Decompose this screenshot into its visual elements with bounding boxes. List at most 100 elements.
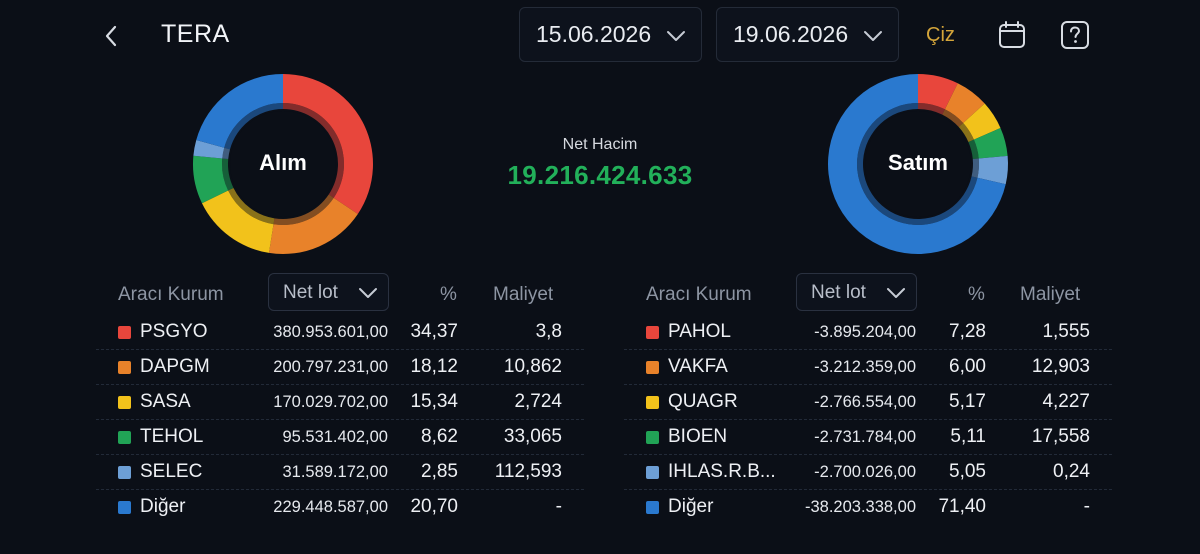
table-row[interactable]: SELEC 31.589.172,00 2,85 112,593: [96, 455, 584, 490]
donut-inner-ring: [273, 194, 334, 225]
broker-name: Diğer: [668, 496, 714, 517]
chevron-down-icon: [887, 288, 905, 298]
pct-value: 20,70: [410, 496, 458, 517]
help-button[interactable]: [1060, 20, 1090, 50]
legend-swatch: [646, 361, 659, 374]
page-title: TERA: [161, 20, 230, 48]
net-lot-value: -38.203.338,00: [804, 498, 916, 516]
legend-swatch: [118, 431, 131, 444]
donut-slice-pahol: [918, 74, 958, 110]
chevron-down-icon: [359, 288, 377, 298]
cost-value: 10,862: [503, 356, 562, 377]
donut-slice-bioen: [973, 127, 1008, 159]
pct-value: 7,28: [949, 321, 986, 342]
calendar-icon: [999, 21, 1025, 48]
end-date-picker[interactable]: 19.06.2026: [716, 7, 899, 62]
draw-button[interactable]: Çiz: [926, 24, 955, 46]
net-lot-value: -3.895.204,00: [814, 323, 916, 341]
legend-swatch: [646, 501, 659, 514]
legend-swatch: [118, 466, 131, 479]
donut-inner-ring: [971, 158, 979, 178]
broker-name: PSGYO: [140, 321, 208, 342]
donut-inner-ring: [222, 158, 234, 191]
pct-value: 15,34: [410, 391, 458, 412]
broker-name: BIOEN: [668, 426, 728, 447]
buy-col-cost: Maliyet: [493, 284, 554, 305]
donut-hole: [865, 111, 971, 217]
sell-col-cost: Maliyet: [1020, 284, 1081, 305]
net-lot-value: 95.531.402,00: [282, 428, 388, 446]
help-icon: [1061, 21, 1089, 49]
pct-value: 5,11: [950, 426, 986, 447]
table-row[interactable]: BIOEN -2.731.784,00 5,11 17,558: [624, 420, 1112, 455]
donut-slice-selec: [193, 139, 225, 159]
buy-col-pct: %: [440, 284, 457, 305]
broker-name: SASA: [140, 391, 191, 412]
broker-name: SELEC: [140, 461, 203, 482]
net-volume-value: 19.216.424.633: [507, 160, 693, 190]
broker-name: IHLAS.R.B...: [668, 461, 776, 482]
cost-value: 1,555: [1042, 321, 1090, 342]
net-lot-value: 31.589.172,00: [282, 463, 388, 481]
table-row[interactable]: Diğer -38.203.338,00 71,40 -: [624, 490, 1112, 525]
pct-value: 8,62: [421, 426, 458, 447]
table-row[interactable]: DAPGM 200.797.231,00 18,12 10,862: [96, 350, 584, 385]
broker-name: Diğer: [140, 496, 186, 517]
cost-value: -: [1083, 496, 1090, 517]
donut-slice-dapgm: [268, 197, 358, 254]
net-lot-value: -2.731.784,00: [814, 428, 916, 446]
net-lot-value: 380.953.601,00: [273, 323, 388, 341]
sell-col-broker: Aracı Kurum: [646, 284, 752, 305]
table-row[interactable]: Diğer 229.448.587,00 20,70 -: [96, 490, 584, 525]
broker-name: TEHOL: [140, 426, 204, 447]
cost-value: 2,724: [514, 391, 562, 412]
buy-donut-label: Alım: [259, 150, 307, 175]
donut-inner-ring: [968, 139, 979, 160]
donut-slice-ihlas-r-b-: [977, 155, 1008, 185]
buy-metric-select-value: Net lot: [283, 282, 338, 303]
table-row[interactable]: VAKFA -3.212.359,00 6,00 12,903: [624, 350, 1112, 385]
table-row[interactable]: IHLAS.R.B... -2.700.026,00 5,05 0,24: [624, 455, 1112, 490]
net-lot-value: 229.448.587,00: [273, 498, 388, 516]
donut-inner-ring: [222, 147, 230, 159]
calendar-button[interactable]: [997, 20, 1027, 50]
start-date-picker[interactable]: 15.06.2026: [519, 7, 702, 62]
buy-donut-chart: [193, 74, 373, 254]
legend-swatch: [646, 396, 659, 409]
broker-name: DAPGM: [140, 356, 210, 377]
donut-slice-vakfa: [944, 83, 985, 124]
sell-metric-select[interactable]: Net lot: [796, 273, 917, 311]
cost-value: 12,903: [1031, 356, 1090, 377]
donut-inner-ring: [283, 103, 344, 198]
back-button[interactable]: [98, 22, 126, 50]
pct-value: 6,00: [949, 356, 986, 377]
sell-metric-select-value: Net lot: [811, 282, 866, 303]
legend-swatch: [118, 361, 131, 374]
broker-name: VAKFA: [668, 356, 728, 377]
table-row[interactable]: TEHOL 95.531.402,00 8,62 33,065: [96, 420, 584, 455]
net-lot-value: -2.766.554,00: [814, 393, 916, 411]
table-row[interactable]: PAHOL -3.895.204,00 7,28 1,555: [624, 315, 1112, 350]
table-row[interactable]: QUAGR -2.766.554,00 5,17 4,227: [624, 385, 1112, 420]
net-lot-value: -3.212.359,00: [814, 358, 916, 376]
net-volume-label: Net Hacim: [562, 136, 638, 153]
pct-value: 5,05: [949, 461, 986, 482]
donut-slice-psgyo: [283, 74, 373, 214]
pct-value: 18,12: [410, 356, 458, 377]
table-row[interactable]: PSGYO 380.953.601,00 34,37 3,8: [96, 315, 584, 350]
chevron-down-icon: [667, 31, 685, 41]
cost-value: 112,593: [494, 461, 562, 482]
legend-swatch: [118, 501, 131, 514]
donut-inner-ring: [942, 109, 964, 128]
table-row[interactable]: SASA 170.029.702,00 15,34 2,724: [96, 385, 584, 420]
sell-donut-chart: [828, 74, 1008, 254]
donut-inner-ring: [918, 103, 945, 115]
end-date-value: 19.06.2026: [733, 21, 849, 47]
pct-value: 34,37: [410, 321, 458, 342]
cost-value: 33,065: [503, 426, 562, 447]
buy-metric-select[interactable]: Net lot: [268, 273, 389, 311]
pct-value: 2,85: [421, 461, 458, 482]
donut-slice-tehol: [193, 155, 229, 204]
legend-swatch: [646, 431, 659, 444]
cost-value: 17,558: [1031, 426, 1090, 447]
